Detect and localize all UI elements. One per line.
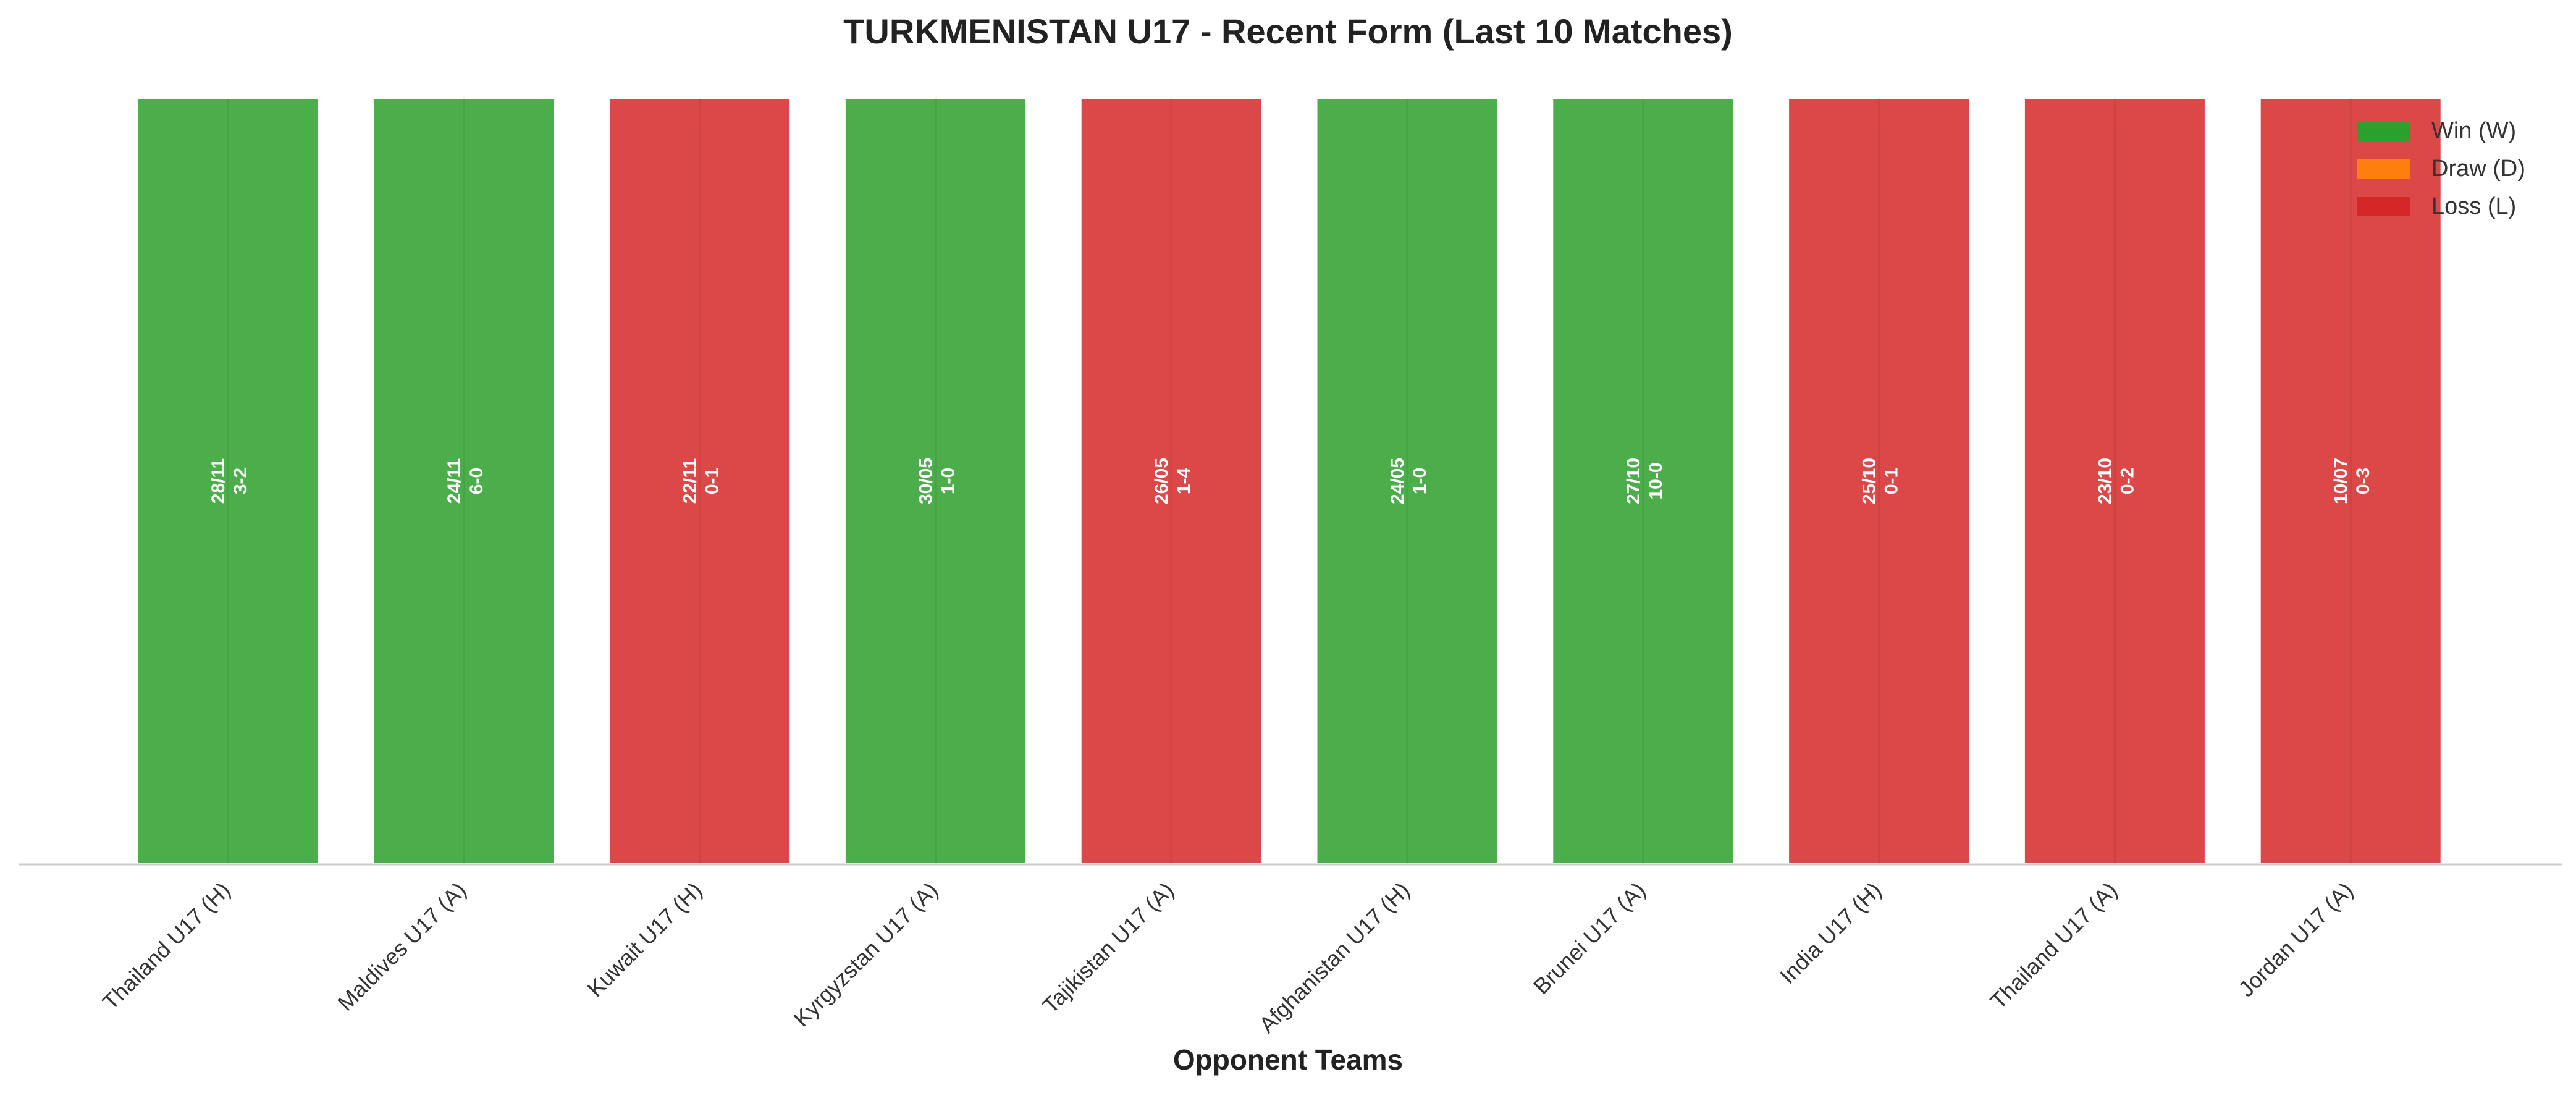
bar-label-10: 10/07 0-3: [2331, 458, 2373, 504]
x-tick-label-4: Kyrgyzstan U17 (A): [788, 877, 943, 1032]
x-tick-label-3: Kuwait U17 (H): [583, 877, 707, 1002]
x-tick-labels-group: Thailand U17 (H) Maldives U17 (A) Kuwait U…: [98, 877, 2358, 1038]
chart-title: TURKMENISTAN U17 - Recent Form (Last 10 …: [843, 12, 1733, 51]
bar-label-8: 25/10 0-1: [1859, 458, 1902, 504]
bar-label-5: 26/05 1-4: [1151, 458, 1194, 504]
bar-6: [1314, 96, 1501, 866]
bars-group: 28/11 3-2 24/11 6-0 22/11 0-1 30/05 1-0 26/05 1-4…: [135, 96, 2444, 866]
legend-item-draw: Draw (D): [2357, 150, 2525, 188]
bar-label-9: 23/10 0-2: [2095, 458, 2137, 504]
bar-label-date-7: 27/10: [1623, 458, 1644, 504]
x-tick-label-5: Tajikistan U17 (A): [1037, 877, 1178, 1018]
bar-9: [2021, 96, 2208, 866]
bar-label-1: 28/11 3-2: [208, 458, 251, 504]
bar-label-date-2: 24/11: [444, 458, 465, 504]
x-tick-label-1: Thailand U17 (H): [98, 877, 235, 1015]
legend-label-loss: Loss (L): [2431, 193, 2517, 219]
x-tick-label-9: Thailand U17 (A): [1985, 877, 2122, 1014]
x-tick-label-2: Maldives U17 (A): [332, 877, 471, 1016]
legend-swatch-win: [2357, 122, 2410, 141]
x-tick-label-8: India U17 (H): [1775, 877, 1886, 989]
bar-4: [842, 96, 1029, 866]
bar-label-4: 30/05 1-0: [915, 458, 958, 504]
bar-label-date-6: 24/05: [1387, 458, 1408, 504]
bar-label-date-5: 26/05: [1151, 458, 1172, 504]
legend-item-loss: Loss (L): [2357, 188, 2525, 226]
bar-label-7: 27/10 10-0: [1623, 458, 1666, 504]
legend-swatch-draw: [2357, 159, 2410, 179]
x-axis-title: Opponent Teams: [1172, 1044, 1404, 1076]
bar-label-date-9: 23/10: [2095, 458, 2115, 504]
legend-item-win: Win (W): [2357, 112, 2525, 150]
bar-label-2: 24/11 6-0: [444, 458, 487, 504]
bar-1: [135, 96, 321, 866]
bar-label-score-10: 0-3: [2353, 468, 2373, 494]
bar-7: [1550, 96, 1736, 866]
bar-3: [607, 96, 793, 866]
legend-label-draw: Draw (D): [2431, 156, 2525, 182]
bar-label-3: 22/11 0-1: [680, 458, 723, 504]
bar-label-score-1: 3-2: [230, 468, 251, 494]
bar-label-score-7: 10-0: [1646, 462, 1666, 499]
x-tick-label-6: Afghanistan U17 (H): [1254, 877, 1415, 1038]
bar-label-score-5: 1-4: [1174, 468, 1194, 495]
bar-label-date-3: 22/11: [680, 458, 701, 504]
bar-label-date-1: 28/11: [208, 458, 229, 504]
bar-10: [2257, 96, 2444, 866]
legend-label-win: Win (W): [2431, 118, 2517, 144]
x-tick-label-7: Brunei U17 (A): [1528, 877, 1650, 999]
bar-label-score-3: 0-1: [702, 468, 723, 494]
bar-label-score-4: 1-0: [938, 468, 958, 494]
bar-label-score-2: 6-0: [466, 468, 487, 494]
bar-2: [371, 96, 557, 866]
bar-label-score-9: 0-2: [2117, 468, 2137, 494]
bar-label-score-6: 1-0: [1410, 468, 1430, 494]
legend-swatch-loss: [2357, 197, 2410, 216]
bar-label-date-4: 30/05: [915, 458, 936, 504]
x-tick-label-10: Jordan U17 (A): [2233, 877, 2358, 1002]
bar-label-date-10: 10/07: [2331, 458, 2351, 504]
bar-label-score-8: 0-1: [1882, 468, 1902, 494]
legend: Win (W) Draw (D) Loss (L): [2357, 112, 2525, 226]
bar-label-date-8: 25/10: [1859, 458, 1880, 504]
bar-8: [1786, 96, 1972, 866]
bar-label-6: 24/05 1-0: [1387, 458, 1430, 504]
bar-5: [1078, 96, 1265, 866]
